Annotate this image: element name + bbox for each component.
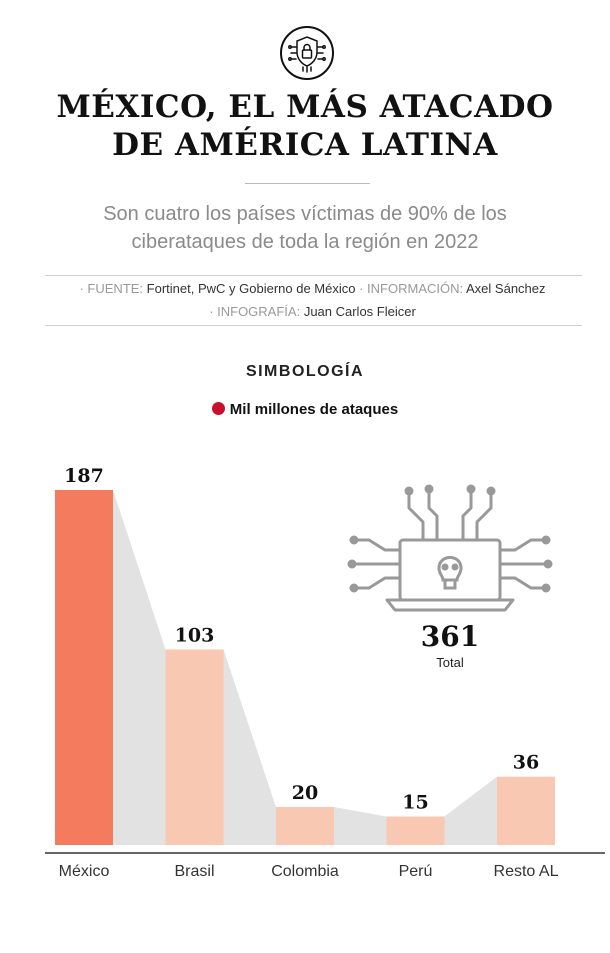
value-label-1: 103	[175, 624, 215, 646]
connector-2	[334, 807, 387, 845]
legend-swatch	[211, 402, 225, 415]
info-value: Axel Sánchez	[466, 281, 546, 296]
value-label-4: 36	[513, 752, 539, 774]
title-line-1: MÉXICO, EL MÁS ATACADO	[56, 89, 554, 125]
category-label-2: Colombia	[271, 863, 339, 880]
graphic-label: · INFOGRAFÍA:	[209, 304, 301, 319]
category-label-4: Resto AL	[494, 863, 559, 880]
subtitle: Son cuatro los países víctimas de 90% de…	[40, 200, 570, 256]
bar-2	[276, 807, 334, 845]
bar-4	[497, 776, 555, 845]
value-label-2: 20	[292, 782, 318, 804]
connector-1	[223, 649, 276, 845]
credits-line-1: · FUENTE: Fortinet, PwC y Gobierno de Mé…	[40, 281, 585, 296]
legend-heading: SIMBOLOGÍA	[245, 363, 365, 380]
category-label-3: Perú	[399, 863, 433, 880]
laptop-skull-circuit-icon	[345, 482, 553, 616]
page-title: MÉXICO, EL MÁS ATACADO DE AMÉRICA LATINA	[20, 88, 590, 164]
bar-chart: 187 103 20 15 36 México Brasil Colombia Perú Res…	[45, 465, 605, 880]
title-line-2: DE AMÉRICA LATINA	[112, 127, 498, 163]
bar-3	[386, 816, 445, 845]
category-label-0: México	[59, 863, 110, 880]
info-label: · INFORMACIÓN:	[359, 281, 464, 296]
credits-top-divider	[45, 275, 582, 276]
value-label-3: 15	[402, 792, 428, 814]
source-label: · FUENTE:	[79, 281, 144, 296]
credits-bottom-divider	[45, 325, 582, 326]
legend-label: Mil millones de ataques	[229, 401, 399, 418]
connector-3	[444, 776, 497, 845]
subtitle-line-2: ciberataques de toda la región en 2022	[131, 231, 479, 253]
bar-0	[55, 490, 113, 845]
source-value: Fortinet, PwC y Gobierno de México	[146, 281, 356, 296]
bar-1	[165, 649, 224, 845]
title-divider	[245, 183, 370, 184]
subtitle-line-1: Son cuatro los países víctimas de 90% de…	[103, 203, 507, 225]
credits-line-2: · INFOGRAFÍA: Juan Carlos Fleicer	[40, 304, 585, 319]
shield-lock-circuit-icon	[279, 25, 335, 81]
graphic-value: Juan Carlos Fleicer	[303, 304, 416, 319]
total-label: Total	[436, 655, 464, 670]
legend: Mil millones de ataques	[0, 401, 610, 418]
total-value: 361	[420, 620, 480, 653]
connector-0	[113, 490, 166, 845]
category-label-1: Brasil	[174, 863, 214, 880]
value-label-0: 187	[64, 465, 104, 487]
